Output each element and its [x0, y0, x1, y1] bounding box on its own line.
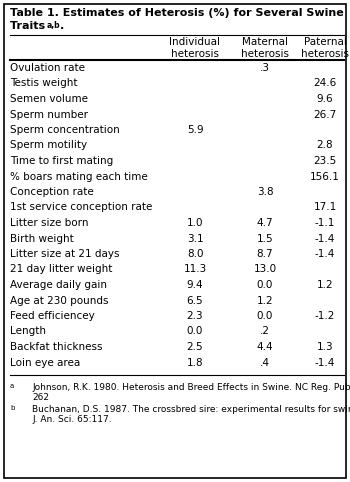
Text: 2.5: 2.5 [187, 342, 203, 352]
Text: Traits: Traits [10, 21, 49, 31]
Text: 4.4: 4.4 [257, 342, 273, 352]
Text: Time to first mating: Time to first mating [10, 156, 113, 166]
Text: .: . [60, 21, 64, 31]
Text: 3.1: 3.1 [187, 233, 203, 243]
Text: 11.3: 11.3 [183, 265, 206, 275]
Text: 0.0: 0.0 [187, 326, 203, 336]
Text: Semen volume: Semen volume [10, 94, 88, 104]
Text: 9.6: 9.6 [317, 94, 333, 104]
Text: 2.3: 2.3 [187, 311, 203, 321]
Text: 1.0: 1.0 [187, 218, 203, 228]
Text: 9.4: 9.4 [187, 280, 203, 290]
Text: 0.0: 0.0 [257, 280, 273, 290]
Text: Average daily gain: Average daily gain [10, 280, 107, 290]
Text: 1.2: 1.2 [257, 295, 273, 306]
Text: Table 1. Estimates of Heterosis (%) for Several Swine: Table 1. Estimates of Heterosis (%) for … [10, 8, 344, 18]
Text: 156.1: 156.1 [310, 172, 340, 182]
Text: 8.7: 8.7 [257, 249, 273, 259]
Text: Birth weight: Birth weight [10, 233, 74, 243]
Text: Sperm number: Sperm number [10, 109, 88, 120]
Text: Length: Length [10, 326, 46, 336]
Text: 5.9: 5.9 [187, 125, 203, 135]
Text: Individual
heterosis: Individual heterosis [169, 37, 220, 59]
Text: .3: .3 [260, 63, 270, 73]
Text: Buchanan, D.S. 1987. The crossbred sire: experimental results for swine.
J. An. : Buchanan, D.S. 1987. The crossbred sire:… [32, 405, 350, 424]
Text: Loin eye area: Loin eye area [10, 358, 80, 367]
Text: 1.3: 1.3 [317, 342, 333, 352]
Text: Testis weight: Testis weight [10, 79, 77, 89]
Text: 1.5: 1.5 [257, 233, 273, 243]
Text: 0.0: 0.0 [257, 311, 273, 321]
Text: 17.1: 17.1 [313, 202, 337, 213]
Text: -1.4: -1.4 [315, 233, 335, 243]
Text: Sperm concentration: Sperm concentration [10, 125, 120, 135]
Text: -1.2: -1.2 [315, 311, 335, 321]
Text: -1.4: -1.4 [315, 249, 335, 259]
Text: Johnson, R.K. 1980. Heterosis and Breed Effects in Swine. NC Reg. Pub
262: Johnson, R.K. 1980. Heterosis and Breed … [32, 383, 350, 402]
Text: b: b [10, 405, 14, 411]
Text: 1.8: 1.8 [187, 358, 203, 367]
Text: .4: .4 [260, 358, 270, 367]
Text: 21 day litter weight: 21 day litter weight [10, 265, 112, 275]
Text: 4.7: 4.7 [257, 218, 273, 228]
Text: Feed efficiencey: Feed efficiencey [10, 311, 95, 321]
Text: Litter size born: Litter size born [10, 218, 89, 228]
Text: Maternal
heterosis: Maternal heterosis [241, 37, 289, 59]
Text: Age at 230 pounds: Age at 230 pounds [10, 295, 108, 306]
Text: Paternal
heterosis: Paternal heterosis [301, 37, 349, 59]
Text: Conception rate: Conception rate [10, 187, 94, 197]
Text: 2.8: 2.8 [317, 140, 333, 150]
Text: Ovulation rate: Ovulation rate [10, 63, 85, 73]
Text: a: a [10, 383, 14, 389]
Text: Litter size at 21 days: Litter size at 21 days [10, 249, 119, 259]
Text: Sperm motility: Sperm motility [10, 140, 87, 150]
Text: -1.1: -1.1 [315, 218, 335, 228]
Text: 8.0: 8.0 [187, 249, 203, 259]
Text: 1.2: 1.2 [317, 280, 333, 290]
Text: Backfat thickness: Backfat thickness [10, 342, 103, 352]
Text: 3.8: 3.8 [257, 187, 273, 197]
Text: 24.6: 24.6 [313, 79, 337, 89]
Text: 23.5: 23.5 [313, 156, 337, 166]
Text: 1st service conception rate: 1st service conception rate [10, 202, 152, 213]
Text: .2: .2 [260, 326, 270, 336]
Text: % boars mating each time: % boars mating each time [10, 172, 148, 182]
Text: a,b: a,b [47, 21, 61, 30]
Text: 13.0: 13.0 [253, 265, 276, 275]
Text: -1.4: -1.4 [315, 358, 335, 367]
Text: 6.5: 6.5 [187, 295, 203, 306]
Text: 26.7: 26.7 [313, 109, 337, 120]
